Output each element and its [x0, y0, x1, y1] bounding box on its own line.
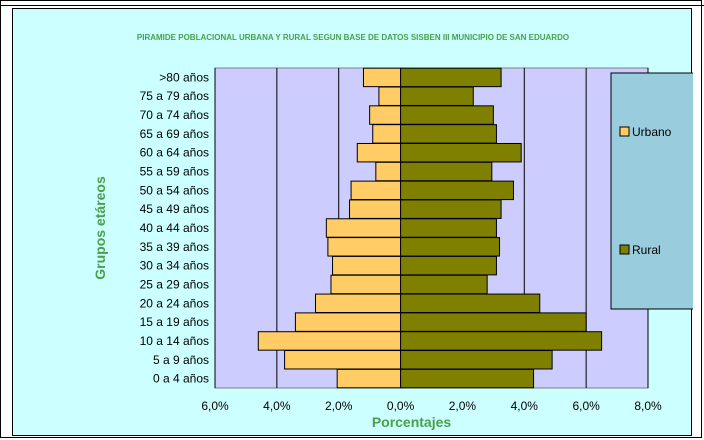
legend-label: Rural	[632, 243, 661, 257]
legend-swatch	[619, 244, 630, 255]
y-tick-label: 35 a 39 años	[140, 240, 209, 254]
y-tick-label: 0 a 4 años	[153, 372, 209, 386]
y-tick-label: 75 a 79 años	[140, 89, 209, 103]
y-tick-label: 70 a 74 años	[140, 108, 209, 122]
y-tick-label: 10 a 14 años	[140, 334, 209, 348]
x-tick-label: 8,0%	[634, 399, 662, 413]
x-tick-label: 2,0%	[325, 399, 353, 413]
bar-rural	[400, 255, 497, 276]
bar-urbano	[356, 142, 402, 163]
legend-label: Urbano	[632, 125, 672, 139]
bar-rural	[400, 331, 603, 351]
bar-rural	[400, 237, 501, 257]
x-tick-label: 6,0%	[201, 399, 229, 413]
pyramid-chart: >80 años 75 a 79 años 70 a 74 años 65 a 69 …	[92, 67, 693, 430]
bar-rural	[400, 293, 541, 314]
x-tick-label: 0,0%	[387, 399, 415, 413]
bar-rural	[400, 142, 522, 163]
bar-urbano	[284, 350, 402, 370]
y-tick-label: 5 a 9 años	[153, 353, 209, 367]
y-tick-label: 15 a 19 años	[140, 315, 209, 329]
y-tick-label: 40 a 44 años	[140, 221, 209, 235]
bar-urbano	[372, 124, 402, 144]
bar-rural	[400, 368, 535, 389]
y-tick-label: 25 a 29 años	[140, 277, 209, 291]
x-tick-label: 6,0%	[572, 399, 600, 413]
bar-rural	[400, 312, 587, 332]
legend-swatch	[619, 126, 630, 137]
chart-title: PIRAMIDE POBLACIONAL URBANA Y RURAL SEGU…	[136, 33, 570, 42]
bars	[257, 67, 603, 389]
bar-urbano	[349, 199, 402, 219]
bar-urbano	[257, 331, 402, 351]
bar-rural	[400, 105, 494, 125]
y-tick-label: 20 a 24 años	[140, 296, 209, 310]
y-tick-label: 60 a 64 años	[140, 146, 209, 160]
bar-rural	[400, 274, 488, 295]
bar-urbano	[315, 293, 402, 314]
top-border	[0, 0, 704, 6]
bar-urbano	[294, 312, 402, 332]
bar-urbano	[325, 218, 402, 238]
y-tick-label: 55 a 59 años	[140, 165, 209, 179]
bar-urbano	[336, 368, 402, 389]
chart-area: PIRAMIDE POBLACIONAL URBANA Y RURAL SEGU…	[12, 8, 693, 436]
bar-urbano	[350, 180, 402, 201]
bar-rural	[400, 67, 502, 88]
bar-rural	[400, 124, 497, 144]
y-tick-label: 50 a 54 años	[140, 183, 209, 197]
y-axis-title: Grupos etáreos	[92, 176, 108, 280]
legend-box	[610, 72, 693, 310]
bar-rural	[400, 218, 497, 238]
bar-urbano	[375, 161, 402, 182]
y-tick-label: >80 años	[159, 70, 209, 84]
bar-rural	[400, 180, 514, 201]
y-tick-label: 65 a 69 años	[140, 127, 209, 141]
x-axis-title: Porcentajes	[372, 414, 452, 430]
bar-urbano	[362, 67, 402, 88]
bar-rural	[400, 161, 493, 182]
bar-rural	[400, 199, 502, 219]
legend: Urbano Rural	[610, 72, 693, 310]
bar-rural	[400, 86, 474, 106]
bar-urbano	[330, 274, 402, 295]
x-tick-label: 2,0%	[449, 399, 477, 413]
bar-urbano	[378, 86, 402, 106]
y-tick-label: 45 a 49 años	[140, 202, 209, 216]
bar-urbano	[369, 105, 402, 125]
bar-rural	[400, 350, 553, 370]
x-tick-label: 4,0%	[511, 399, 539, 413]
x-tick-label: 4,0%	[263, 399, 291, 413]
bar-urbano	[327, 237, 402, 257]
x-tick-labels: 6,0% 4,0% 2,0% 0,0% 2,0% 4,0% 6,0% 8,0%	[201, 399, 662, 413]
y-tick-labels: >80 años 75 a 79 años 70 a 74 años 65 a 69 …	[140, 70, 209, 385]
y-tick-label: 30 a 34 años	[140, 259, 209, 273]
bar-urbano	[332, 255, 402, 276]
